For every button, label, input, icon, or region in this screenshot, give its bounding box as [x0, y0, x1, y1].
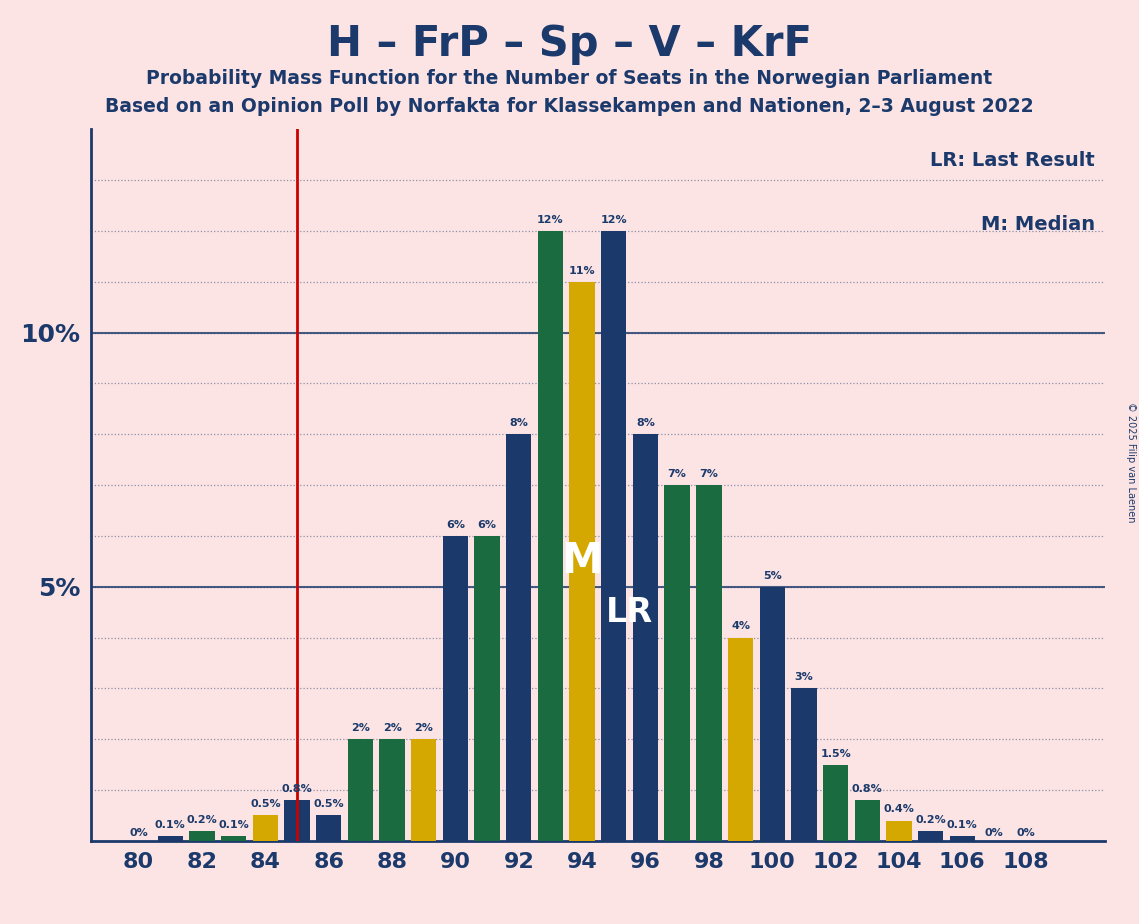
Text: 12%: 12% [600, 215, 628, 225]
Bar [253, 816, 278, 841]
Bar [950, 836, 975, 841]
Text: 7%: 7% [699, 469, 719, 479]
Text: 0.5%: 0.5% [313, 799, 344, 809]
Text: 7%: 7% [667, 469, 687, 479]
Bar [285, 800, 310, 841]
Bar [157, 836, 183, 841]
Text: 1.5%: 1.5% [820, 748, 851, 759]
Text: LR: Last Result: LR: Last Result [929, 151, 1095, 170]
Text: 0%: 0% [984, 828, 1003, 838]
Bar [886, 821, 911, 841]
Bar [664, 485, 690, 841]
Text: © 2025 Filip van Laenen: © 2025 Filip van Laenen [1126, 402, 1136, 522]
Text: 4%: 4% [731, 622, 749, 631]
Text: 0%: 0% [129, 828, 148, 838]
Text: 0.8%: 0.8% [852, 784, 883, 794]
Text: 11%: 11% [568, 266, 596, 275]
Bar [347, 739, 374, 841]
Text: 8%: 8% [636, 419, 655, 428]
Text: 5%: 5% [763, 571, 781, 580]
Text: M: Median: M: Median [981, 214, 1095, 234]
Bar [760, 587, 785, 841]
Bar [728, 638, 753, 841]
Text: 2%: 2% [351, 723, 370, 733]
Bar [633, 434, 658, 841]
Text: H – FrP – Sp – V – KrF: H – FrP – Sp – V – KrF [327, 23, 812, 65]
Bar [822, 765, 849, 841]
Bar [379, 739, 404, 841]
Text: 0.2%: 0.2% [187, 815, 218, 824]
Bar [696, 485, 721, 841]
Text: 3%: 3% [795, 673, 813, 682]
Text: 2%: 2% [383, 723, 402, 733]
Bar [506, 434, 532, 841]
Text: 0.1%: 0.1% [947, 820, 977, 830]
Text: 8%: 8% [509, 419, 528, 428]
Text: 0.1%: 0.1% [155, 820, 186, 830]
Text: 6%: 6% [477, 520, 497, 529]
Bar [411, 739, 436, 841]
Text: 0.8%: 0.8% [281, 784, 312, 794]
Bar [538, 231, 563, 841]
Bar [601, 231, 626, 841]
Text: 12%: 12% [538, 215, 564, 225]
Bar [854, 800, 880, 841]
Text: 0.2%: 0.2% [916, 815, 947, 824]
Bar [570, 282, 595, 841]
Text: 6%: 6% [446, 520, 465, 529]
Bar [189, 831, 214, 841]
Bar [792, 688, 817, 841]
Text: Based on an Opinion Poll by Norfakta for Klassekampen and Nationen, 2–3 August 2: Based on an Opinion Poll by Norfakta for… [105, 97, 1034, 116]
Bar [443, 536, 468, 841]
Text: 0.4%: 0.4% [884, 805, 915, 814]
Text: LR: LR [606, 596, 653, 628]
Text: 2%: 2% [415, 723, 433, 733]
Bar [918, 831, 943, 841]
Text: 0%: 0% [1016, 828, 1035, 838]
Text: Probability Mass Function for the Number of Seats in the Norwegian Parliament: Probability Mass Function for the Number… [147, 69, 992, 89]
Bar [221, 836, 246, 841]
Text: 0.5%: 0.5% [251, 799, 280, 809]
Bar [475, 536, 500, 841]
Bar [316, 816, 342, 841]
Text: 0.1%: 0.1% [219, 820, 249, 830]
Text: M: M [562, 541, 603, 582]
